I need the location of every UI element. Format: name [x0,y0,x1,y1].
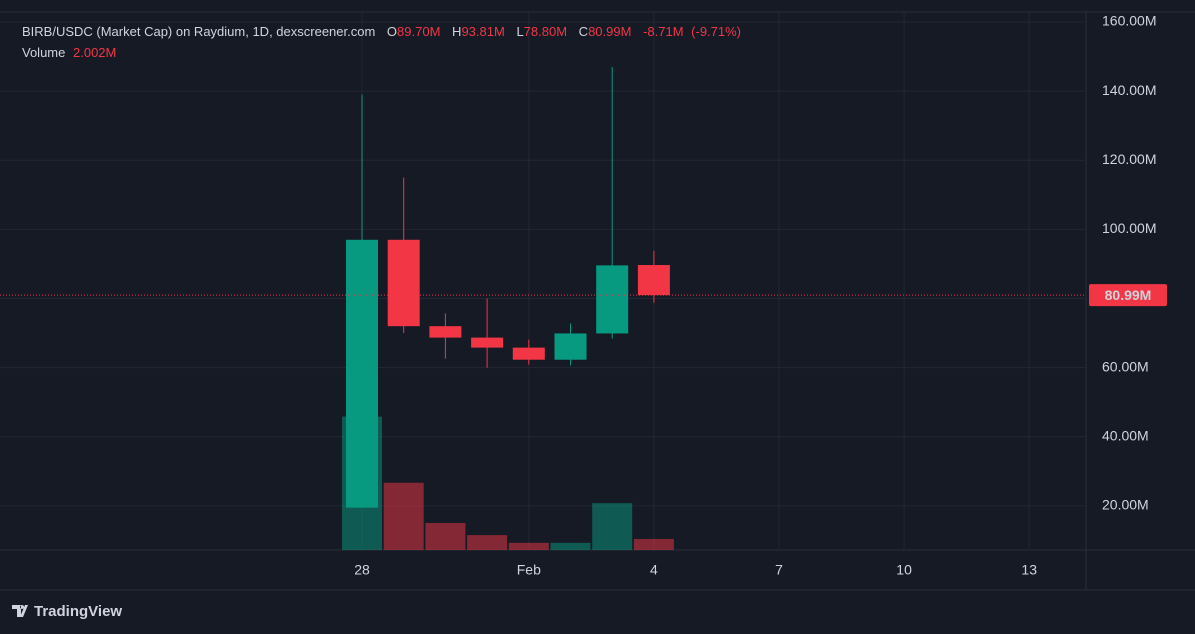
legend-value: 93.81M [461,24,504,39]
candle-body [637,265,670,296]
legend-change-pct: (-9.71%) [691,24,741,39]
y-tick-label: 120.00M [1102,151,1156,167]
y-tick-label: 60.00M [1102,358,1149,374]
legend-key: O [387,24,397,39]
candle-body [429,326,462,338]
x-tick-label: 10 [896,562,912,578]
x-tick-label: 13 [1021,562,1037,578]
volume-bar [508,542,549,550]
legend-key: Volume [22,45,65,60]
y-tick-label: 100.00M [1102,220,1156,236]
candle-body [471,337,504,348]
legend-key: C [579,24,588,39]
legend-change: -8.71M [643,24,683,39]
legend-value: 78.80M [524,24,567,39]
candle-body [387,239,420,327]
volume-bar [550,542,591,550]
x-tick-label: 7 [775,562,783,578]
y-tick-label: 20.00M [1102,497,1149,513]
y-tick-label: 40.00M [1102,428,1149,444]
legend-value: 2.002M [73,45,116,60]
y-tick-label: 140.00M [1102,82,1156,98]
volume-bar [592,503,633,550]
legend-key: H [452,24,461,39]
volume-bar [467,535,508,550]
x-tick-label: 4 [650,562,658,578]
legend-key: L [516,24,523,39]
price-tag [1089,284,1167,307]
volume-bar [425,522,466,550]
legend-value: 80.99M [588,24,631,39]
y-tick-label: 160.00M [1102,13,1156,29]
chart-title: BIRB/USDC (Market Cap) on Raydium, 1D, d… [22,24,375,39]
volume-bar [383,482,424,550]
candle-body [346,239,378,508]
logo-icon [12,605,28,617]
price-tag-label: 80.99M [1105,287,1152,303]
legend-value: 89.70M [397,24,440,39]
volume-bar [633,538,674,550]
candle-body [512,347,545,360]
candle-body [596,265,629,334]
x-tick-label: 28 [354,562,370,578]
branding: TradingView [34,603,122,620]
logo: TradingView [12,603,122,620]
volume-legend: Volume 2.002M [22,45,116,60]
marks [0,66,1086,550]
candle-body [554,333,587,360]
header: BIRB/USDC (Market Cap) on Raydium, 1D, d… [22,24,741,39]
x-tick-label: Feb [517,562,541,578]
